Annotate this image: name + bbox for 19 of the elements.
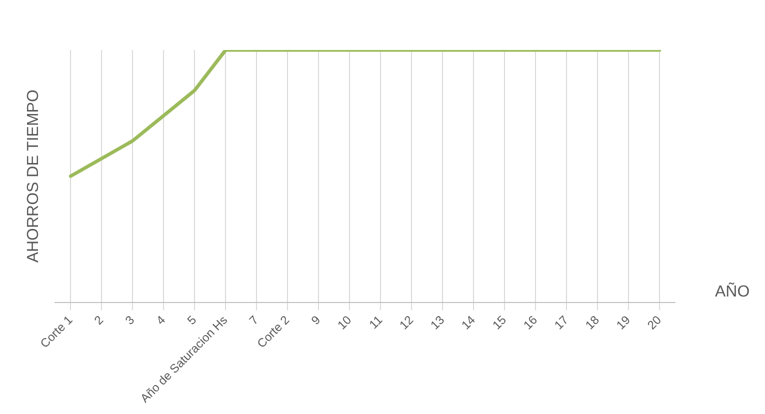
x-tick-label: 13: [428, 312, 448, 332]
x-tick-label: 18: [582, 312, 602, 332]
x-tick-label: 15: [490, 312, 510, 332]
x-tick-label: 5: [184, 312, 200, 328]
x-tick-label: 7: [246, 312, 262, 328]
x-tick-label: 12: [396, 312, 416, 332]
x-tick-label: 9: [308, 312, 324, 328]
x-tick-label: 20: [644, 312, 664, 332]
x-tick-label: 2: [92, 312, 106, 328]
x-tick-label: 19: [614, 312, 634, 332]
x-tick-label: 3: [122, 312, 138, 328]
x-tick-label: 11: [366, 312, 386, 332]
x-tick-label: 10: [334, 312, 354, 332]
x-tick-label: 14: [458, 312, 478, 332]
x-axis-title: AÑO: [715, 282, 750, 301]
x-tick-label: 16: [520, 312, 540, 332]
y-axis-title: AHORROS DE TIEMPO: [25, 90, 42, 263]
x-tick-label: 4: [154, 312, 168, 328]
x-tick-label: 17: [552, 312, 572, 332]
